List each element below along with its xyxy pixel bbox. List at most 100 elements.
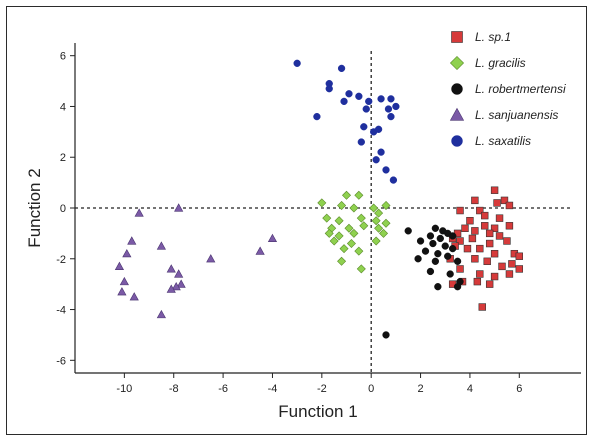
legend-item: L. gracilis [449,55,526,71]
series-5 [293,59,400,184]
legend-label: L. sp.1 [475,30,511,44]
data-point [404,227,412,235]
data-point [421,247,430,255]
axes-layer: -10 -8 -6 -4 -2 0 2 4 6 -6 -4 -2 0 2 4 6 [56,43,581,395]
data-point [374,208,384,218]
data-point [387,95,395,103]
data-point [456,265,464,273]
scatter-plot: -10 -8 -6 -4 -2 0 2 4 6 -6 -4 -2 0 2 4 6 L. sp.1 L. grac… [25,30,581,421]
data-point [206,254,216,263]
data-point [372,156,380,164]
data-point [431,224,440,232]
x-tick-label: -10 [116,383,132,395]
data-point [466,216,474,225]
data-point [431,257,440,265]
legend-label: L. sanjuanensis [475,108,558,122]
series-2 [317,190,391,274]
data-point [448,232,457,240]
figure-frame: -10 -8 -6 -4 -2 0 2 4 6 -6 -4 -2 0 2 4 6 L. sp.1 L. grac… [6,6,587,435]
data-point [362,105,370,113]
data-point [414,255,422,263]
data-point [515,252,523,260]
x-tick-label: 0 [368,383,374,395]
data-point [322,213,332,223]
x-tick-label: -4 [268,383,278,395]
data-point [473,277,482,286]
data-point [346,239,356,249]
data-point [505,270,514,278]
data-point [456,237,464,245]
data-point [392,102,400,111]
data-point [119,276,129,286]
data-point [329,236,339,246]
data-point [122,248,132,258]
data-point [365,97,373,106]
data-point [476,244,484,253]
data-point [174,203,184,212]
data-point [360,123,368,131]
legend-marker [451,31,463,43]
data-point [476,206,484,215]
data-point [468,234,477,243]
legend-label: L. robertmertensi [475,82,566,96]
data-point [481,222,489,230]
data-point [478,303,486,311]
legend-item: L. sanjuanensis [449,107,558,122]
data-point [134,208,144,217]
data-point [349,203,359,213]
data-point [495,214,504,222]
data-point [463,244,472,253]
data-point [317,198,327,208]
data-point [381,218,391,228]
data-point [429,239,437,248]
data-point [356,213,366,223]
data-point [337,64,346,73]
data-point [515,265,523,273]
y-axis-title: Function 2 [25,168,44,247]
data-point [382,166,390,174]
legend: L. sp.1 L. gracilis L. robertmertensi L. sa… [449,30,566,148]
data-point [471,255,479,263]
x-tick-label: 6 [516,383,522,395]
data-point [416,237,425,245]
data-point [490,186,499,194]
data-point [345,90,353,98]
data-point [471,227,479,235]
legend-marker [449,107,465,121]
x-tick-label: -8 [169,383,179,395]
legend-marker [449,55,465,71]
data-point [344,223,354,233]
data-point [377,148,385,156]
data-point [337,256,347,266]
legend-item: L. robertmertensi [451,82,566,96]
y-tick-label: 4 [60,101,66,113]
series-4 [114,203,278,319]
data-point [426,232,435,240]
x-tick-label: -2 [317,383,327,395]
data-point [371,216,381,226]
data-point [114,261,125,270]
data-point [369,203,379,213]
data-point [453,257,462,265]
data-point [324,228,334,238]
data-point [359,221,369,231]
data-point [374,125,383,133]
data-point [156,309,166,319]
data-point [166,264,176,273]
data-point [485,239,494,248]
data-point [434,250,442,258]
data-point [505,201,514,210]
data-point [434,283,442,291]
data-point [255,246,265,255]
data-point [436,234,444,243]
data-point [176,279,186,288]
data-point [156,241,166,250]
legend-marker [451,83,463,95]
data-point [485,280,494,288]
data-point [500,196,509,205]
data-point [166,284,176,293]
y-tick-label: 6 [60,51,66,63]
data-point [389,176,398,184]
data-point [293,59,301,67]
x-tick-label: 2 [417,383,423,395]
